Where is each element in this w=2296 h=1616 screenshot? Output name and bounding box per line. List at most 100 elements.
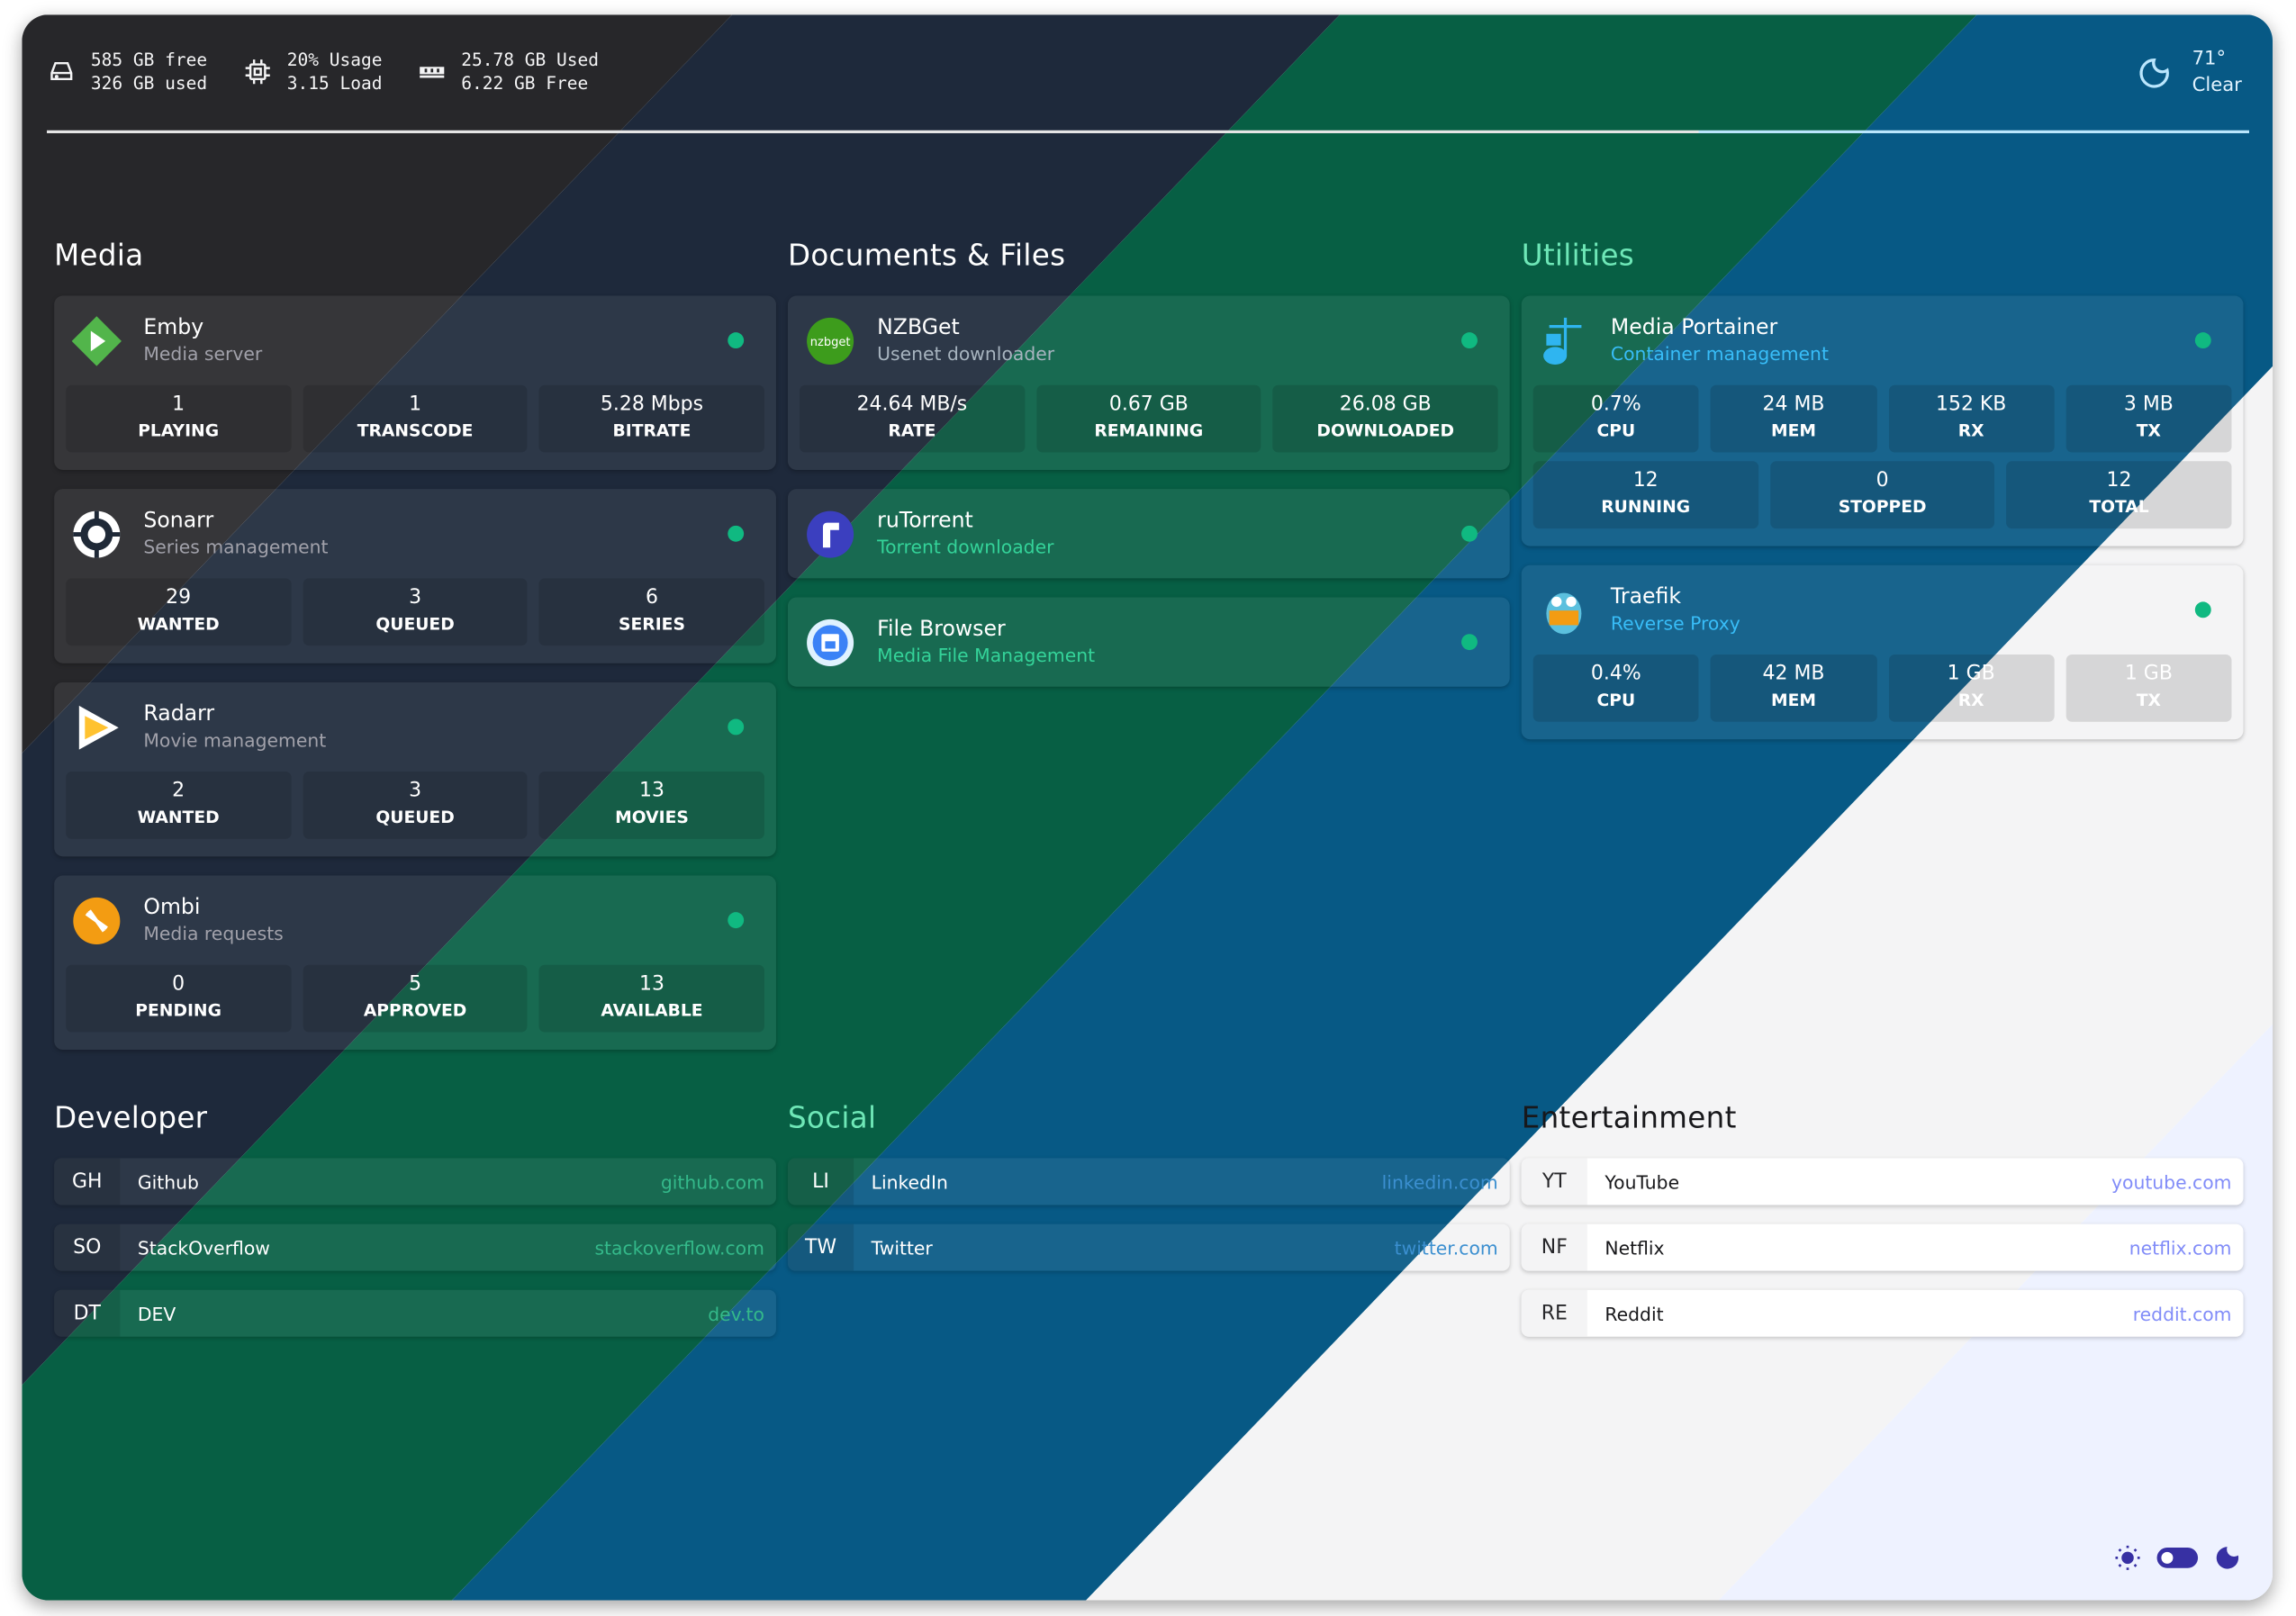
status-indicator: [1461, 525, 1478, 542]
bookmark-group-2: YT YouTube youtube.com NF Netflix netflix.com…: [1521, 1158, 2244, 1356]
service-stats: 0 PENDING 5 APPROVED 13 AVAILABLE: [66, 964, 764, 1033]
bookmark-url: youtube.com: [2111, 1170, 2232, 1193]
service-card[interactable]: Radarr Movie management 2 WANTED 3 QUEUED 13 MO…: [54, 682, 776, 857]
background-band: [22, 14, 1977, 1601]
stat-block: 24.64 MB/s RATE: [799, 384, 1025, 453]
bookmark-name: DEV: [137, 1302, 176, 1324]
radarr-icon: [70, 700, 123, 754]
service-name: Radarr: [143, 702, 215, 727]
service-card[interactable]: ruTorrent Torrent downloader: [787, 489, 1510, 579]
service-stats: 2 WANTED 3 QUEUED 13 MOVIES: [66, 772, 764, 839]
service-header[interactable]: nzbget NZBGet Usenet downloader: [800, 296, 1498, 385]
service-card[interactable]: Sonarr Series management 29 WANTED 3 QUEUED 6 S…: [54, 489, 776, 664]
service-text: Media Portainer Container management: [1611, 315, 1829, 366]
service-text: Sonarr Series management: [143, 508, 328, 559]
bookmark-url: netflix.com: [2129, 1236, 2232, 1259]
stat-value: 3 MB: [2123, 392, 2174, 416]
stat-block: 3 MB TX: [2065, 384, 2232, 453]
nzbget-icon: nzbget: [804, 314, 857, 367]
service-description: Container management: [1610, 342, 1829, 365]
stat-block: 1 GB RX: [1888, 654, 2055, 722]
bookmark-abbr: SO: [54, 1223, 121, 1271]
bookmark-link[interactable]: YT YouTube youtube.com: [1521, 1158, 2244, 1205]
bookmark-abbr: DT: [54, 1289, 121, 1337]
memory-widget: 25.78 GB Used 6.22 GB Free: [417, 49, 599, 95]
stat-block: 13 AVAILABLE: [539, 964, 764, 1033]
service-header[interactable]: Media Portainer Container management: [1533, 296, 2232, 385]
service-name: NZBGet: [877, 316, 960, 340]
rutorrent-icon: [804, 508, 857, 561]
stat-label: RATE: [888, 420, 936, 441]
bookmark-abbr: YT: [1521, 1158, 1587, 1205]
stat-value: 13: [639, 779, 664, 803]
service-name: ruTorrent: [877, 509, 973, 533]
bookmark-name: Github: [137, 1170, 199, 1193]
bookmark-link[interactable]: SO StackOverflow stackoverflow.com: [54, 1223, 776, 1271]
theme-toggle-switch[interactable]: [2156, 1547, 2199, 1568]
service-header[interactable]: Emby Media server: [66, 296, 764, 385]
weather-temperature: 71°: [2192, 48, 2227, 71]
bookmark-url: twitter.com: [1394, 1236, 1498, 1259]
stat-block: 1 TRANSCODE: [303, 384, 529, 453]
stat-label: TX: [2136, 420, 2161, 441]
group-heading: Documents & Files: [787, 237, 1066, 273]
stat-label: WANTED: [137, 613, 220, 635]
cpu-usage: 20% Usage: [286, 50, 383, 71]
stat-value: 3: [409, 779, 422, 803]
bookmark-link[interactable]: DT DEV dev.to: [54, 1289, 776, 1337]
bookmark-url: dev.to: [708, 1302, 764, 1324]
service-header[interactable]: Sonarr Series management: [66, 489, 764, 578]
stat-block: 2 WANTED: [66, 772, 292, 839]
stat-value: 3: [409, 585, 422, 609]
service-text: File Browser Media File Management: [877, 617, 1095, 668]
stat-block: 5 APPROVED: [303, 964, 529, 1033]
service-header[interactable]: File Browser Media File Management: [800, 598, 1498, 687]
status-indicator: [1461, 634, 1478, 651]
stat-label: TX: [2136, 689, 2161, 710]
bookmark-group-1: LI LinkedIn linkedin.com TW Twitter twitter.c…: [787, 1158, 1510, 1289]
stat-value: 5: [409, 971, 422, 996]
stat-label: QUEUED: [375, 613, 455, 635]
bookmark-name: Reddit: [1604, 1302, 1664, 1324]
service-card[interactable]: Media Portainer Container management 0.7% C…: [1521, 295, 2244, 546]
theme-toggle[interactable]: [2113, 1543, 2242, 1573]
service-header[interactable]: ruTorrent Torrent downloader: [800, 489, 1498, 578]
stat-label: MEM: [1771, 689, 1817, 710]
stat-label: APPROVED: [363, 999, 467, 1021]
stat-label: RX: [1957, 689, 1984, 710]
service-card[interactable]: Ombi Media requests 0 PENDING 5 APPROVED 13 AVA…: [54, 875, 776, 1051]
service-header[interactable]: Traefik Reverse Proxy: [1533, 565, 2232, 655]
stat-value: 0.7%: [1590, 392, 1641, 416]
bookmark-link[interactable]: RE Reddit reddit.com: [1521, 1289, 2244, 1337]
status-indicator: [728, 525, 745, 542]
stat-value: 29: [166, 585, 192, 609]
service-card[interactable]: Traefik Reverse Proxy 0.4% CPU 42 MB MEM 1 GB R…: [1521, 564, 2244, 740]
status-indicator: [728, 912, 745, 929]
service-header[interactable]: Radarr Movie management: [66, 682, 764, 772]
memory-free: 6.22 GB Free: [461, 73, 589, 95]
service-header[interactable]: Ombi Media requests: [66, 876, 764, 965]
bookmark-link[interactable]: LI LinkedIn linkedin.com: [787, 1158, 1510, 1205]
svg-text:nzbget: nzbget: [810, 335, 851, 348]
moon-icon: [2139, 58, 2169, 88]
service-group-0: Emby Media server 1 PLAYING 1 TRANSCODE 5.28 M…: [54, 295, 776, 1070]
service-description: Torrent downloader: [877, 536, 1054, 558]
bookmark-link[interactable]: NF Netflix netflix.com: [1521, 1223, 2244, 1271]
service-card[interactable]: File Browser Media File Management: [787, 597, 1510, 687]
weather-widget[interactable]: 71° Clear: [2137, 47, 2242, 100]
service-card[interactable]: nzbget NZBGet Usenet downloader 24.64 MB/s R…: [787, 295, 1510, 471]
background-band: [451, 14, 2273, 1601]
stat-block: 0 PENDING: [66, 964, 292, 1033]
portainer-icon: [1538, 314, 1591, 367]
stat-block: 0.7% CPU: [1532, 384, 1699, 453]
disk-used: 326 GB used: [90, 73, 208, 95]
bookmark-name: LinkedIn: [871, 1170, 948, 1193]
memory-icon: [420, 67, 445, 78]
bookmark-link[interactable]: TW Twitter twitter.com: [787, 1223, 1510, 1271]
stat-label: CPU: [1596, 689, 1636, 710]
service-card[interactable]: Emby Media server 1 PLAYING 1 TRANSCODE 5.28 M…: [54, 295, 776, 471]
stat-value: 24 MB: [1762, 392, 1825, 416]
service-stats: 24.64 MB/s RATE 0.67 GB REMAINING 26.08 GB DO…: [799, 384, 1498, 453]
bookmark-link[interactable]: GH Github github.com: [54, 1158, 776, 1205]
